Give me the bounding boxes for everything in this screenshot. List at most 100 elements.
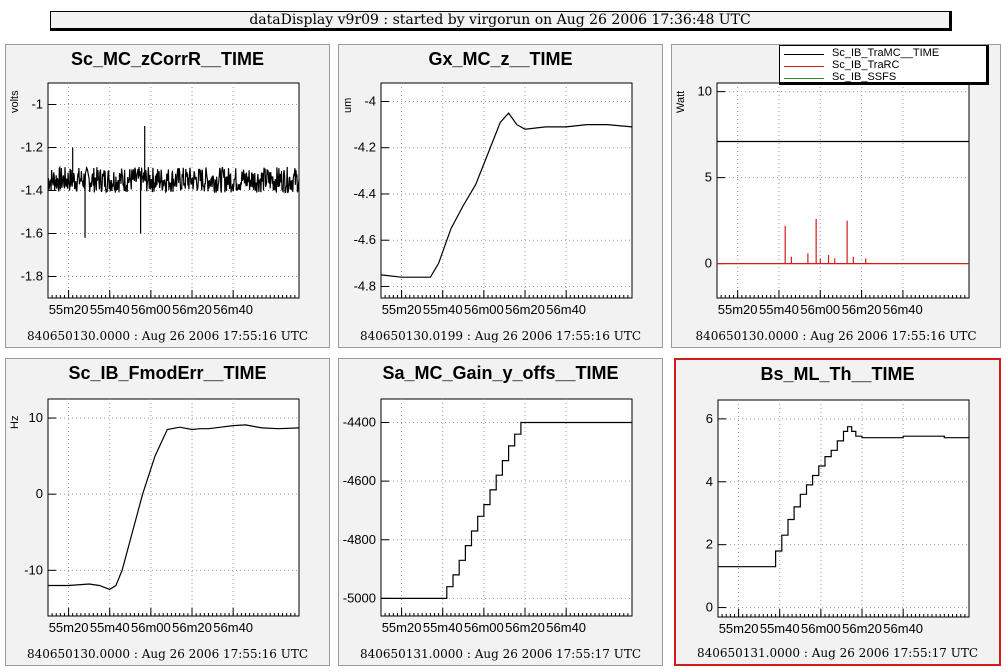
y-axis-label: volts [9,90,21,113]
y-tick-label: 4 [706,474,713,489]
x-tick-label: 55m20 [382,302,422,317]
chart-footer-timestamp: 840650131.0000 : Aug 26 2006 17:55:17 UT… [696,646,979,660]
y-tick-label: -1.4 [21,183,43,198]
chart-plot[interactable]: 55m20 55m40 56m00 56m20 56m40 -4400 -4600 -4800… [339,359,664,667]
x-tick-label: 56m20 [172,302,212,317]
y-axis-label: Watt [675,90,687,113]
chart-plot[interactable]: 55m20 55m40 56m00 56m20 56m40 -4 -4.2 -4.4 -4.6 -… [339,45,664,349]
plot-frame [380,82,633,299]
x-tick-label: 56m00 [131,620,171,635]
y-tick-label: -4.8 [354,278,376,293]
chart-pad-5[interactable]: 55m20 55m40 56m00 56m20 56m40 -4400 -4600 -4800… [338,358,663,666]
y-tick-label: -1 [31,97,43,112]
plot-frame [47,398,300,617]
legend-label: Sc_IB_SSFS [832,71,897,83]
chart-title: Bs_ML_Th__TIME [760,364,915,384]
x-tick-label: 56m00 [464,620,504,635]
chart-plot[interactable]: 55m20 55m40 56m00 56m20 56m40 -1 -1.2 -1.4 -1.6 -… [6,45,331,349]
chart-plot[interactable]: 55m20 55m40 56m00 56m20 56m40 10 5 0 [672,45,1002,349]
chart-plot[interactable]: 55m20 55m40 56m00 56m20 56m40 6 4 2 0 [676,360,1003,668]
chart-footer-timestamp: 840650131.0000 : Aug 26 2006 17:55:17 UT… [359,647,642,661]
x-tick-label: 56m00 [801,621,841,636]
series-line-1 [47,165,300,194]
series-line-1 [380,112,633,278]
chart-plot[interactable]: 55m20 55m40 56m00 56m20 56m40 10 0 -10 [6,359,331,667]
chart-pad-2[interactable]: 55m20 55m40 56m00 56m20 56m40 -4 -4.2 -4.4 -4.6 -… [338,44,663,348]
legend-label: Sc_IB_TraMC__TIME [832,47,940,59]
chart-footer-timestamp: 840650130.0000 : Aug 26 2006 17:55:16 UT… [26,647,309,661]
y-axis-label: um [342,97,354,113]
series-line-1 [718,426,970,568]
x-tick-label: 56m40 [883,302,923,317]
y-tick-label: -4600 [343,473,376,488]
x-tick-label: 56m00 [800,302,840,317]
chart-pad-3[interactable]: 55m20 55m40 56m00 56m20 56m40 10 5 0 Watt 8406501… [671,44,1001,348]
y-tick-label: 5 [705,170,712,185]
y-tick-label: 10 [29,410,43,425]
x-tick-label: 55m40 [760,621,800,636]
x-tick-label: 56m40 [546,620,586,635]
x-tick-label: 55m40 [90,302,130,317]
x-tick-label: 56m40 [213,302,253,317]
x-tick-label: 55m20 [382,620,422,635]
legend-entry: Sc_IB_TraMC__TIME [784,47,984,60]
y-tick-label: 10 [698,84,712,99]
chart-pad-4[interactable]: 55m20 55m40 56m00 56m20 56m40 10 0 -10 Sc_IB_Fmo… [5,358,330,666]
chart-footer-timestamp: 840650130.0000 : Aug 26 2006 17:55:16 UT… [695,329,977,343]
y-tick-label: -10 [24,562,43,577]
x-tick-label: 55m20 [718,302,758,317]
series-line-1 [48,424,300,591]
plot-frame [380,398,633,617]
chart-title: Sc_IB_FmodErr__TIME [68,363,267,383]
legend-label: Sc_IB_TraRC [832,59,900,71]
legend-entry: Sc_IB_TraRC [784,59,984,72]
y-tick-label: -4.2 [354,140,376,155]
y-tick-label: 2 [706,537,713,552]
x-tick-label: 56m00 [464,302,504,317]
y-tick-label: -1.8 [21,269,43,284]
chart-pad-6[interactable]: 55m20 55m40 56m00 56m20 56m40 6 4 2 0 Bs_ML_Th__T… [674,358,1001,666]
chart-footer-timestamp: 840650130.0000 : Aug 26 2006 17:55:16 UT… [26,329,309,343]
y-tick-label: -4400 [343,414,376,429]
y-axis-label: Hz [9,415,21,429]
y-tick-label: 0 [705,256,712,271]
x-tick-label: 55m40 [90,620,130,635]
y-tick-label: -4 [364,93,376,108]
window-title: dataDisplay v9r09 : started by virgorun … [50,11,952,31]
x-tick-label: 56m40 [213,620,253,635]
y-tick-label: -1.2 [21,140,43,155]
x-tick-label: 56m20 [172,620,212,635]
y-tick-label: -1.6 [21,226,43,241]
legend-entry: Sc_IB_SSFS [784,71,984,84]
x-tick-label: 56m40 [546,302,586,317]
chart-title: Sa_MC_Gain_y_offs__TIME [382,363,619,383]
x-tick-label: 55m20 [719,621,759,636]
y-tick-label: 0 [36,486,43,501]
x-tick-label: 56m40 [883,621,923,636]
chart-footer-timestamp: 840650130.0199 : Aug 26 2006 17:55:16 UT… [359,329,642,343]
legend-swatch [784,78,824,79]
plot-frame [716,82,970,299]
chart-title: Sc_MC_zCorrR__TIME [70,49,265,69]
y-tick-label: -4.4 [354,186,376,201]
legend-swatch [784,66,824,67]
y-tick-label: 6 [706,411,713,426]
chart-pad-1[interactable]: 55m20 55m40 56m00 56m20 56m40 -1 -1.2 -1.4 -1.6 -… [5,44,330,348]
series-line-1 [381,421,632,599]
x-tick-label: 55m20 [49,620,89,635]
x-tick-label: 56m20 [842,302,882,317]
x-tick-label: 56m20 [842,621,882,636]
chart-title: Gx_MC_z__TIME [428,49,573,69]
chart-legend: Sc_IB_TraMC__TIME Sc_IB_TraRC Sc_IB_SSFS [779,45,989,85]
x-tick-label: 55m40 [423,620,463,635]
y-tick-label: 0 [706,600,713,615]
x-tick-label: 56m00 [131,302,171,317]
legend-swatch [784,54,824,55]
x-tick-label: 56m20 [505,620,545,635]
y-tick-label: -5000 [343,590,376,605]
x-tick-label: 55m40 [759,302,799,317]
x-tick-label: 56m20 [505,302,545,317]
y-tick-label: -4800 [343,532,376,547]
y-tick-label: -4.6 [354,232,376,247]
x-tick-label: 55m40 [423,302,463,317]
